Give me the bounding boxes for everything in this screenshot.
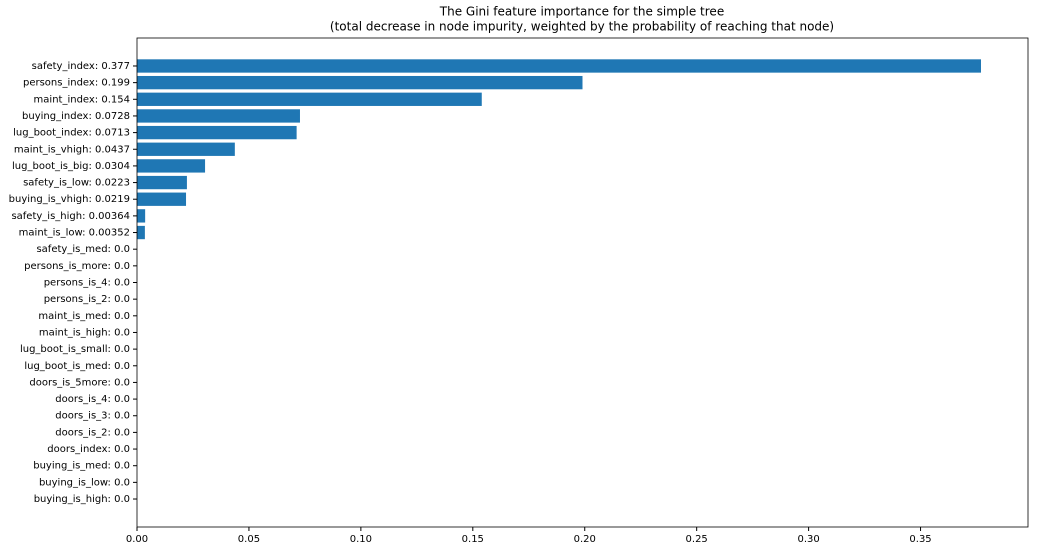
bar [137, 75, 583, 90]
y-tick-label: lug_boot_is_small: 0.0 [20, 344, 130, 355]
bar [137, 159, 206, 173]
y-tick-label: persons_is_more: 0.0 [24, 261, 130, 272]
bar [137, 125, 297, 140]
y-tick-label: buying_is_vhigh: 0.0219 [9, 194, 130, 205]
bar [137, 92, 482, 106]
y-tick-label: persons_index: 0.199 [23, 78, 130, 89]
plot-frame [136, 37, 1029, 528]
y-tick-label: safety_is_high: 0.00364 [11, 211, 130, 222]
x-tick-label: 0.35 [909, 534, 931, 545]
y-tick-label: buying_index: 0.0728 [22, 111, 130, 122]
y-tick-label: maint_is_high: 0.0 [39, 327, 130, 338]
x-tick-label: 0.05 [238, 534, 260, 545]
x-tick-label: 0.10 [350, 534, 372, 545]
bar [137, 59, 981, 73]
y-tick-label: safety_index: 0.377 [32, 61, 130, 72]
y-tick-label: doors_is_5more: 0.0 [29, 377, 130, 388]
y-tick-label: persons_is_2: 0.0 [44, 294, 130, 305]
bar [137, 142, 235, 156]
bar [137, 209, 146, 223]
y-tick-label: doors_index: 0.0 [47, 444, 130, 455]
bar [137, 225, 145, 240]
x-tick-label: 0.15 [462, 534, 484, 545]
y-tick-label: lug_boot_is_med: 0.0 [24, 361, 130, 372]
y-tick-label: safety_is_low: 0.0223 [23, 178, 130, 189]
bar [137, 175, 187, 190]
x-tick-label: 0.25 [686, 534, 708, 545]
y-tick-label: persons_is_4: 0.0 [44, 278, 130, 289]
chart-title: The Gini feature importance for the simp… [439, 5, 724, 19]
chart-subtitle: (total decrease in node impurity, weight… [330, 20, 834, 34]
y-tick-label: maint_is_med: 0.0 [38, 311, 130, 322]
y-tick-label: maint_is_vhigh: 0.0437 [14, 144, 130, 155]
y-tick-label: doors_is_3: 0.0 [55, 411, 130, 422]
y-tick-label: safety_is_med: 0.0 [36, 244, 130, 255]
y-tick-label: lug_boot_index: 0.0713 [13, 128, 130, 139]
y-tick-label: doors_is_4: 0.0 [55, 394, 130, 405]
x-tick-label: 0.00 [126, 534, 148, 545]
bar [137, 109, 300, 123]
y-tick-label: doors_is_2: 0.0 [55, 427, 130, 438]
x-tick-label: 0.20 [574, 534, 596, 545]
y-tick-label: lug_boot_is_big: 0.0304 [12, 161, 130, 172]
y-tick-label: buying_is_med: 0.0 [33, 461, 130, 472]
x-tick-label: 0.30 [797, 534, 819, 545]
y-tick-label: maint_is_low: 0.00352 [19, 228, 130, 239]
bar [137, 192, 187, 206]
y-tick-label: buying_is_low: 0.0 [39, 477, 130, 488]
y-tick-label: maint_index: 0.154 [34, 94, 130, 105]
y-tick-label: buying_is_high: 0.0 [34, 494, 130, 505]
